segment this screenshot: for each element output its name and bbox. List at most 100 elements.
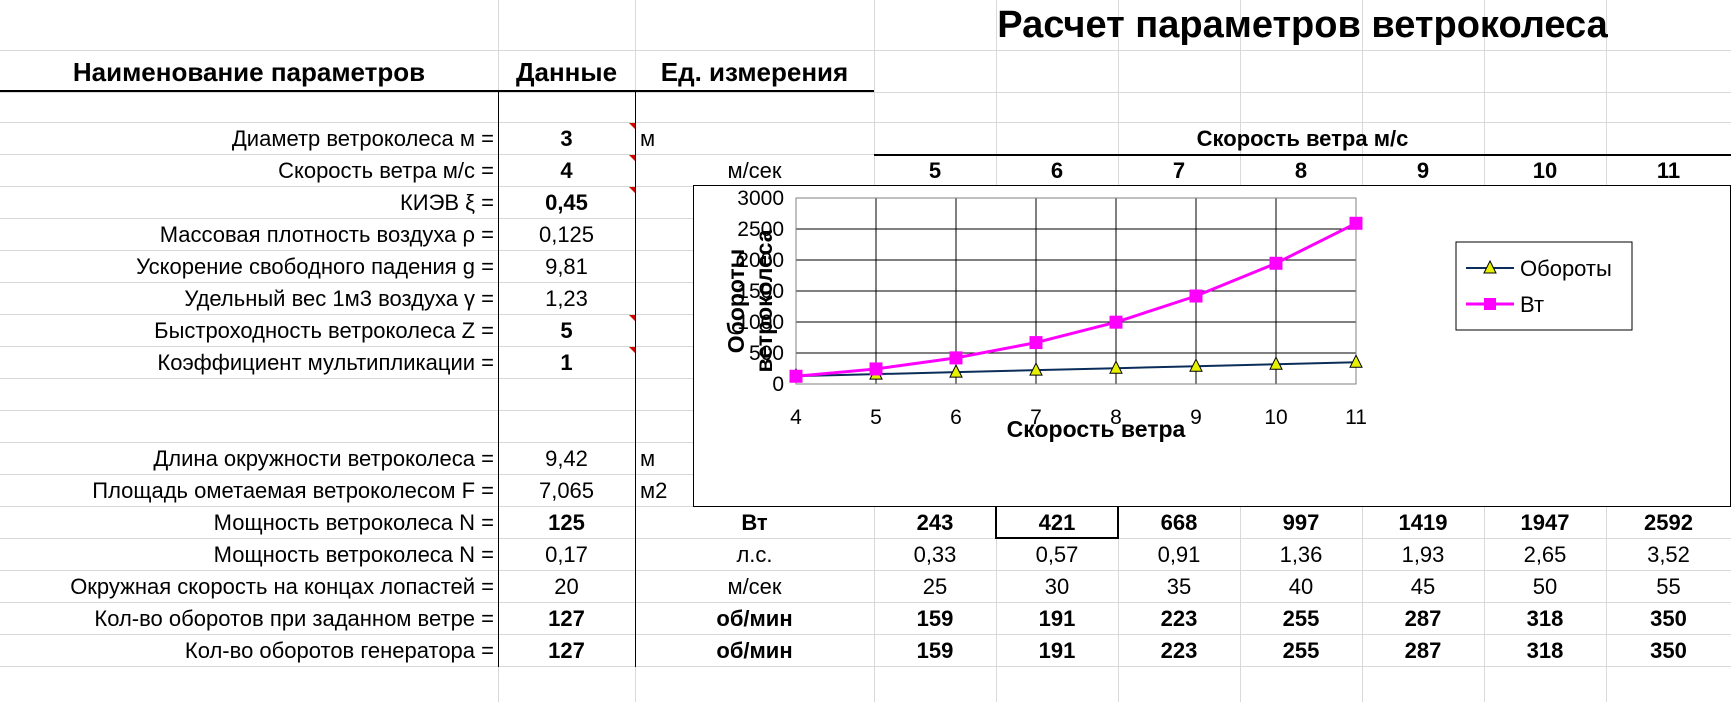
- comment-indicator[interactable]: [629, 155, 635, 161]
- result-cell[interactable]: 350: [1650, 638, 1687, 663]
- input-label: КИЭВ ξ =: [399, 190, 494, 215]
- result-cell[interactable]: 0,33: [913, 542, 957, 567]
- result-cell[interactable]: 1,36: [1279, 542, 1323, 567]
- comment-indicator[interactable]: [629, 347, 635, 353]
- result-value[interactable]: 127: [548, 606, 585, 631]
- result-cell[interactable]: 255: [1282, 606, 1320, 631]
- input-value[interactable]: 0,125: [538, 222, 595, 247]
- input-value[interactable]: 3: [560, 126, 573, 151]
- result-cell[interactable]: 0,91: [1157, 542, 1201, 567]
- speed-header-border: [874, 154, 1731, 156]
- header-unit: Ед. измерения: [660, 57, 849, 87]
- result-cell[interactable]: 318: [1526, 606, 1564, 631]
- result-value[interactable]: 125: [548, 510, 585, 535]
- result-cell[interactable]: 159: [916, 638, 954, 663]
- result-cell[interactable]: 997: [1282, 510, 1320, 535]
- speed-cell[interactable]: 11: [1656, 158, 1681, 183]
- data-point: [949, 364, 963, 378]
- result-cell[interactable]: 40: [1288, 574, 1314, 599]
- input-value[interactable]: 1: [560, 350, 573, 375]
- result-cell[interactable]: 50: [1532, 574, 1558, 599]
- result-value[interactable]: 0,17: [545, 542, 588, 567]
- result-cell[interactable]: 191: [1038, 638, 1076, 663]
- data-point: [949, 351, 963, 365]
- comment-indicator[interactable]: [629, 123, 635, 129]
- comment-indicator[interactable]: [629, 315, 635, 321]
- selected-cell[interactable]: [995, 505, 1119, 539]
- page-title: Расчет параметров ветроколеса: [997, 4, 1608, 46]
- plot-area: [795, 197, 1357, 385]
- result-cell[interactable]: 287: [1404, 638, 1442, 663]
- gridline: [0, 538, 1731, 539]
- input-unit: м: [640, 126, 656, 151]
- result-cell[interactable]: 223: [1160, 606, 1198, 631]
- result-cell[interactable]: 1947: [1520, 510, 1570, 535]
- data-point: [1109, 315, 1123, 329]
- result-cell[interactable]: 255: [1282, 638, 1320, 663]
- result-cell[interactable]: 159: [916, 606, 954, 631]
- legend-marker: [1483, 259, 1497, 274]
- result-label: Кол-во оборотов при заданном ветре =: [94, 606, 494, 631]
- data-point: [1349, 354, 1363, 368]
- y-axis-title: Обороты: [723, 249, 749, 354]
- result-cell[interactable]: 421: [1038, 510, 1076, 535]
- speed-cell[interactable]: 9: [1416, 158, 1430, 183]
- result-label: Кол-во оборотов генератора =: [184, 638, 494, 663]
- result-cell[interactable]: 2,65: [1523, 542, 1567, 567]
- x-tick-label: 7: [1030, 406, 1042, 429]
- gridline: [0, 570, 1731, 571]
- result-unit: м: [640, 446, 656, 471]
- result-value[interactable]: 9,42: [545, 446, 588, 471]
- result-label: Длина окружности ветроколеса =: [153, 446, 494, 471]
- result-cell[interactable]: 191: [1038, 606, 1076, 631]
- input-value[interactable]: 9,81: [545, 254, 588, 279]
- result-cell[interactable]: 0,57: [1035, 542, 1079, 567]
- gridline: [0, 602, 1731, 603]
- result-unit: Вт: [741, 510, 768, 535]
- speed-cell[interactable]: 7: [1172, 158, 1186, 183]
- result-cell[interactable]: 1419: [1398, 510, 1448, 535]
- comment-indicator[interactable]: [629, 187, 635, 193]
- result-unit: об/мин: [716, 638, 793, 663]
- result-cell[interactable]: 3,52: [1647, 542, 1690, 567]
- result-unit: м/сек: [727, 574, 782, 599]
- result-cell[interactable]: 350: [1650, 606, 1687, 631]
- speed-cell[interactable]: 6: [1050, 158, 1064, 183]
- result-cell[interactable]: 30: [1044, 574, 1070, 599]
- result-cell[interactable]: 1,93: [1401, 542, 1445, 567]
- gridline: [0, 50, 1731, 51]
- header-data: Данные: [515, 57, 618, 87]
- chart[interactable]: 0 500 1000 1500 2000 2500 3000 4 5 6 7 8 9 10 11 Скорос…: [693, 185, 1731, 507]
- result-cell[interactable]: 2592: [1644, 510, 1693, 535]
- result-value[interactable]: 127: [548, 638, 585, 663]
- speed-cell[interactable]: 10: [1532, 158, 1558, 183]
- result-value[interactable]: 20: [554, 574, 579, 599]
- result-cell[interactable]: 55: [1656, 574, 1681, 599]
- input-unit: м/сек: [727, 158, 782, 183]
- input-value[interactable]: 1,23: [545, 286, 588, 311]
- x-axis-title: Скорость ветра: [1007, 416, 1186, 442]
- input-label: Коэффициент мультипликации =: [157, 350, 494, 375]
- input-value[interactable]: 4: [560, 158, 573, 183]
- speed-cell[interactable]: 8: [1294, 158, 1308, 183]
- result-cell[interactable]: 287: [1404, 606, 1442, 631]
- result-cell[interactable]: 25: [922, 574, 948, 599]
- result-cell[interactable]: 35: [1166, 574, 1192, 599]
- speed-cell[interactable]: 5: [928, 158, 942, 183]
- result-cell[interactable]: 223: [1160, 638, 1198, 663]
- result-value[interactable]: 7,065: [538, 478, 595, 503]
- result-cell[interactable]: 318: [1526, 638, 1564, 663]
- input-value[interactable]: 5: [560, 318, 573, 343]
- input-value[interactable]: 0,45: [545, 190, 588, 215]
- result-cell[interactable]: 45: [1410, 574, 1436, 599]
- x-tick-label: 8: [1110, 406, 1122, 429]
- gridline: [0, 666, 1731, 667]
- x-tick-label: 10: [1264, 406, 1287, 429]
- x-tick-label: 4: [790, 406, 802, 429]
- result-cell[interactable]: 668: [1160, 510, 1198, 535]
- gridline: [0, 122, 1731, 123]
- result-cell[interactable]: 243: [916, 510, 954, 535]
- data-point: [1029, 336, 1043, 350]
- y-axis-title: ветроколеса: [751, 229, 777, 372]
